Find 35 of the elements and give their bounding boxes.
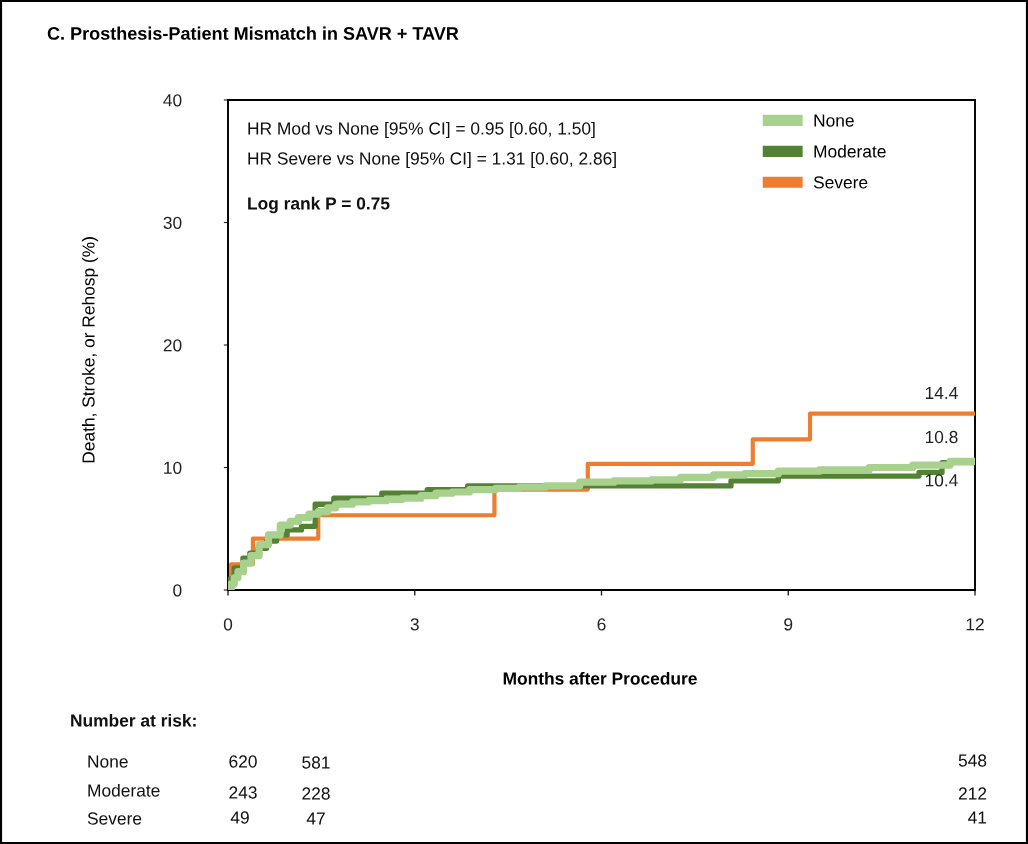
- y-tick-label: 20: [163, 339, 182, 352]
- data-label: 10.4: [925, 474, 958, 487]
- text: 620: [229, 755, 257, 768]
- text: 49: [230, 811, 249, 824]
- chart-title: C. Prosthesis-Patient Mismatch in SAVR + TAVR: [47, 26, 459, 40]
- text: 581: [302, 756, 330, 769]
- text: 41: [968, 811, 987, 824]
- text: 548: [958, 754, 987, 767]
- x-tick-label: 6: [597, 618, 606, 631]
- x-tick-label: 9: [784, 618, 793, 631]
- legend-label: Moderate: [814, 144, 886, 158]
- legend-label: Severe: [813, 176, 868, 189]
- data-label: 10.8: [925, 430, 958, 444]
- y-axis-title: Death, Stroke, or Rehosp (%): [81, 237, 99, 463]
- y-tick-label: 30: [163, 216, 182, 229]
- y-tick-label: 10: [164, 461, 182, 474]
- y-tick-label: 0: [173, 584, 182, 597]
- text: 228: [302, 787, 330, 800]
- text: None: [88, 755, 128, 768]
- annotation: Log rank P = 0.75: [248, 196, 390, 214]
- x-tick-label: 3: [410, 618, 419, 631]
- text: Severe: [87, 812, 142, 825]
- text: 47: [306, 812, 325, 825]
- x-tick-label: 0: [223, 618, 233, 631]
- text: Number at risk:: [71, 713, 196, 727]
- text: 243: [229, 786, 257, 799]
- y-tick-label: 40: [163, 94, 182, 107]
- annotation: HR Mod vs None [95% CI] = 0.95 [0.60, 1.50]: [248, 121, 595, 139]
- data-label: 14.4: [925, 386, 958, 399]
- legend-label: None: [814, 114, 854, 127]
- x-axis-title: Months after Procedure: [503, 671, 697, 685]
- text: Moderate: [88, 783, 160, 797]
- annotation: HR Severe vs None [95% CI] = 1.31 [0.60, 2.86]: [248, 151, 616, 169]
- text: 212: [958, 787, 987, 800]
- x-tick-label: 12: [966, 618, 984, 631]
